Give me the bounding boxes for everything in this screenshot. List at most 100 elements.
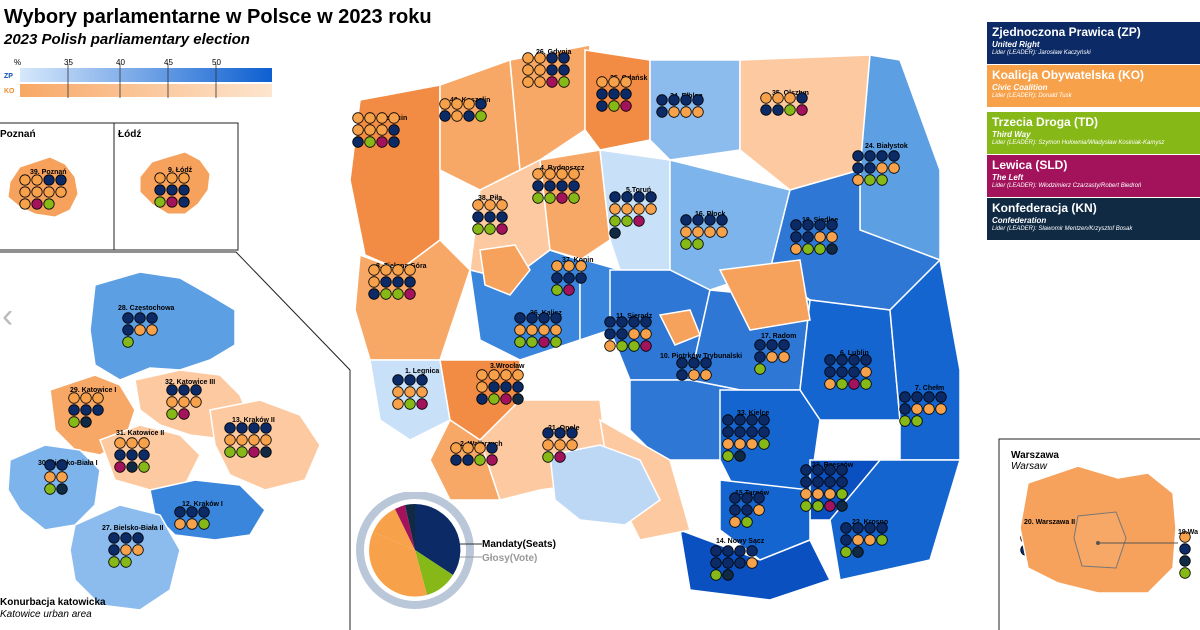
party-english-name: United Right	[992, 40, 1040, 49]
district-label-24: 24. Białystok	[865, 143, 908, 150]
seat-marker	[563, 260, 575, 272]
district-label-26: 26. Gdynia	[536, 49, 572, 56]
party-leader: Lider (LEADER): Jarosław Kaczyński	[992, 50, 1091, 56]
seat-marker	[484, 211, 496, 223]
seat-marker	[472, 223, 484, 235]
seat-marker	[824, 500, 836, 512]
seat-marker	[376, 124, 388, 136]
seat-marker	[190, 396, 202, 408]
seat-marker	[376, 112, 388, 124]
seat-marker	[462, 454, 474, 466]
seat-marker	[848, 354, 860, 366]
seat-marker	[404, 276, 416, 288]
seat-marker	[380, 264, 392, 276]
seat-marker	[542, 427, 554, 439]
seat-marker	[416, 386, 428, 398]
party-english-name: Confederation	[992, 216, 1047, 225]
seat-marker	[186, 506, 198, 518]
seat-marker	[802, 219, 814, 231]
seat-marker	[722, 426, 734, 438]
seat-marker	[500, 393, 512, 405]
party-name: Zjednoczona Prawica (ZP)	[992, 25, 1141, 39]
seat-marker	[551, 284, 563, 296]
seat-marker	[700, 369, 712, 381]
seat-marker	[633, 215, 645, 227]
seat-marker	[741, 516, 753, 528]
district-seat-grid	[352, 112, 400, 148]
seat-marker	[392, 374, 404, 386]
district-seat-grid	[122, 312, 158, 348]
seat-marker	[56, 471, 68, 483]
seats-vote-donut	[356, 492, 474, 609]
seat-marker	[248, 434, 260, 446]
seat-marker	[546, 64, 558, 76]
district-label-15: 15.Tarnów	[735, 490, 770, 497]
district-label-7: 7. Chełm	[915, 385, 944, 392]
poznan-lodz-insets: 39. Poznań 9. Łódź	[0, 122, 239, 251]
district-seat-grid	[596, 76, 632, 112]
scale-tick: 50	[212, 58, 221, 67]
seat-marker	[729, 504, 741, 516]
seat-marker	[633, 203, 645, 215]
seat-marker	[616, 340, 628, 352]
seat-marker	[852, 150, 864, 162]
seat-marker	[784, 104, 796, 116]
seat-marker	[544, 168, 556, 180]
seat-marker	[546, 76, 558, 88]
party-name: Trzecia Droga (TD)	[992, 115, 1099, 129]
district-seat-grid	[604, 316, 652, 352]
seat-marker	[734, 426, 746, 438]
seat-marker	[352, 136, 364, 148]
district-seat-grid	[609, 191, 657, 239]
seat-marker	[814, 243, 826, 255]
district-37-area	[549, 249, 621, 342]
katowice-inset-subtitle: Katowice urban area	[0, 609, 92, 620]
seat-marker	[746, 545, 758, 557]
party-leader: Lider (LEADER): Donald Tusk	[992, 93, 1072, 99]
seat-marker	[532, 168, 544, 180]
seat-marker	[178, 408, 190, 420]
previous-arrow-icon[interactable]: ‹	[2, 297, 14, 335]
seat-marker	[122, 312, 134, 324]
seat-marker	[604, 328, 616, 340]
seat-marker	[364, 136, 376, 148]
seat-marker	[888, 162, 900, 174]
seat-marker	[352, 124, 364, 136]
seat-marker	[514, 324, 526, 336]
district-label-6: 6. Lublin	[840, 350, 869, 357]
district-label-12: 12. Kraków I	[182, 501, 223, 508]
seat-marker	[496, 223, 508, 235]
seat-marker	[556, 168, 568, 180]
seat-marker	[556, 192, 568, 204]
seat-marker	[544, 192, 556, 204]
seat-marker	[760, 92, 772, 104]
seat-marker	[710, 557, 722, 569]
seat-marker	[790, 231, 802, 243]
seat-marker	[852, 534, 864, 546]
seat-marker	[404, 288, 416, 300]
seat-marker	[522, 52, 534, 64]
seat-marker	[923, 403, 935, 415]
party-leader: Lider (LEADER): Sławomir Mentzen/Krzyszt…	[992, 226, 1133, 232]
seat-marker	[542, 439, 554, 451]
seat-marker	[628, 340, 640, 352]
seat-marker	[848, 378, 860, 390]
seat-marker	[126, 461, 138, 473]
district-label-1: 1. Legnica	[405, 368, 439, 375]
seat-marker	[923, 391, 935, 403]
seat-marker	[404, 374, 416, 386]
donut-lew	[395, 505, 415, 550]
district-seat-grid	[532, 168, 580, 204]
seat-marker	[758, 426, 770, 438]
seat-marker	[734, 450, 746, 462]
district-seat-grid	[800, 464, 848, 512]
district-seat-grid	[790, 219, 838, 255]
seat-marker	[746, 426, 758, 438]
seat-marker	[753, 492, 765, 504]
seat-marker	[558, 52, 570, 64]
district-seat-grid	[1179, 531, 1191, 579]
seat-marker	[174, 506, 186, 518]
seat-marker	[692, 238, 704, 250]
poznan-inset-title: Poznań	[0, 129, 36, 140]
seat-marker	[476, 369, 488, 381]
